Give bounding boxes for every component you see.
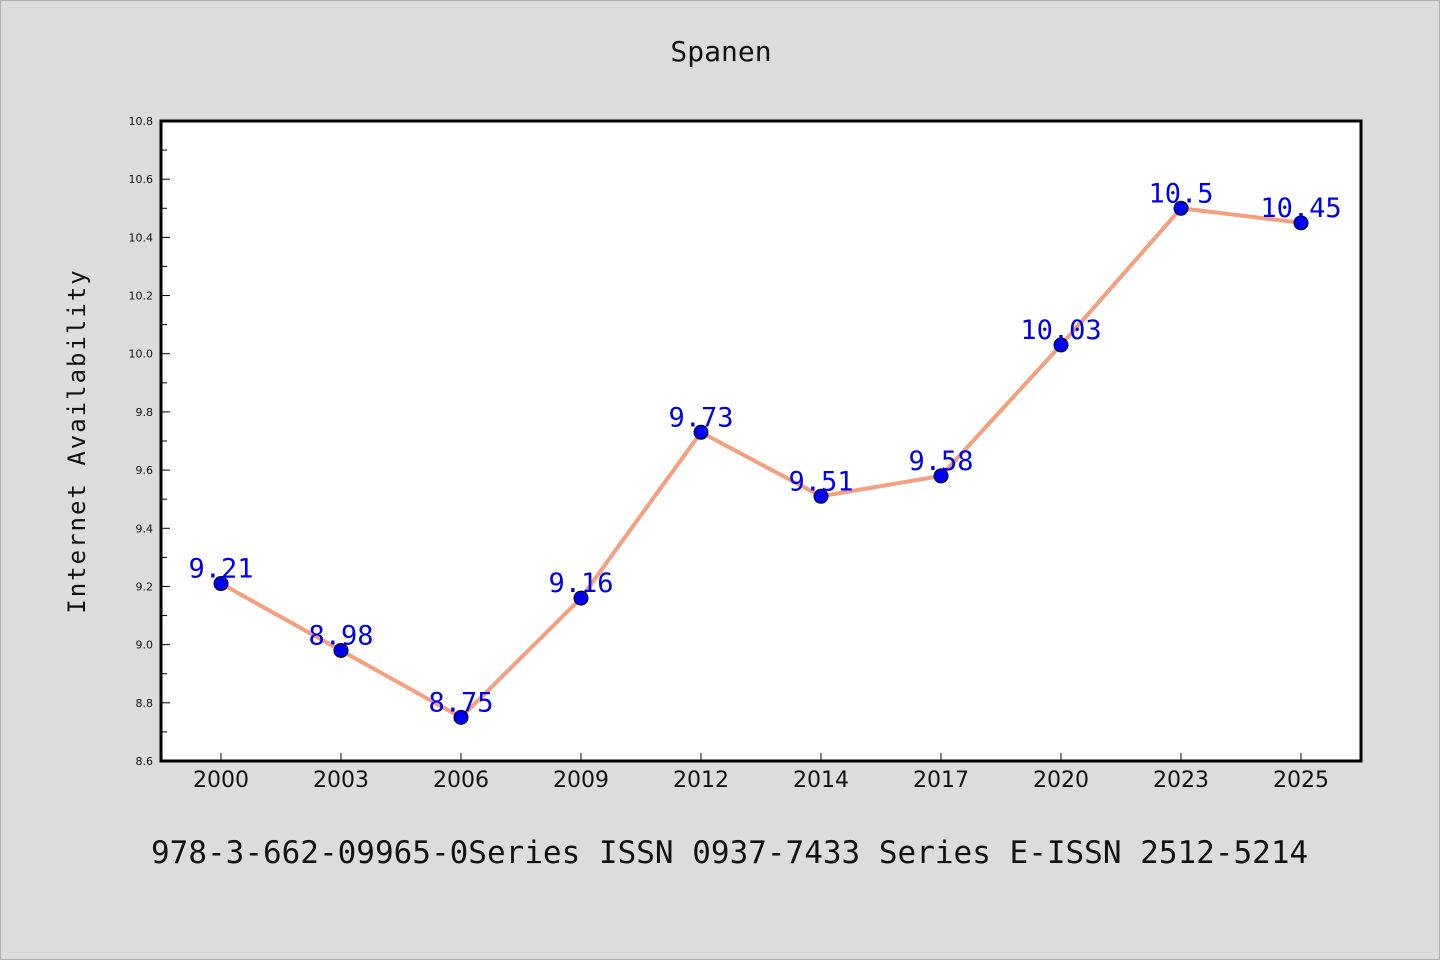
data-point	[573, 590, 589, 606]
y-tick-label: 8.8	[136, 697, 154, 710]
x-tick-label: 2000	[193, 768, 249, 793]
x-tick-label: 2003	[313, 768, 369, 793]
data-label: 9.51	[788, 466, 853, 497]
x-tick-label: 2025	[1273, 768, 1329, 793]
y-tick-label: 9.0	[136, 639, 154, 652]
data-point	[813, 488, 829, 504]
x-tick-label: 2017	[913, 768, 969, 793]
y-tick-label: 10.6	[129, 173, 154, 186]
y-axis-label: Internet Availability	[63, 268, 91, 613]
data-label: 10.45	[1260, 193, 1341, 224]
data-point	[333, 642, 349, 658]
x-tick-label: 2020	[1033, 768, 1089, 793]
data-label: 9.58	[908, 446, 973, 477]
y-tick-label: 9.2	[136, 580, 154, 593]
y-tick-label: 10.8	[129, 115, 154, 128]
data-label: 10.03	[1020, 315, 1101, 346]
data-point	[1293, 215, 1309, 231]
data-label: 8.98	[308, 620, 373, 651]
y-tick-label: 8.6	[136, 755, 154, 768]
y-tick-label: 10.2	[129, 290, 154, 303]
y-tick-label: 10.0	[129, 348, 154, 361]
data-label: 9.21	[188, 554, 253, 585]
data-point	[1053, 337, 1069, 353]
plot-area	[161, 121, 1361, 761]
data-point	[933, 468, 949, 484]
data-point	[453, 709, 469, 725]
x-tick-label: 2009	[553, 768, 609, 793]
data-label: 9.73	[668, 402, 733, 433]
data-label: 9.16	[548, 568, 613, 599]
plot-frame	[159, 119, 1363, 763]
y-tick-label: 10.4	[129, 231, 154, 244]
y-tick-label: 9.8	[136, 406, 154, 419]
x-tick-label: 2014	[793, 768, 849, 793]
data-label: 8.75	[428, 687, 493, 718]
y-tick-label: 9.6	[136, 464, 154, 477]
chart-title: Spanen	[670, 35, 772, 68]
data-point	[1173, 200, 1189, 216]
x-tick-label: 2023	[1153, 768, 1209, 793]
y-tick-label: 9.4	[136, 522, 154, 535]
data-label: 10.5	[1148, 178, 1213, 209]
data-point	[693, 424, 709, 440]
x-tick-label: 2012	[673, 768, 729, 793]
footer-text: 978-3-662-09965-0Series ISSN 0937-7433 S…	[151, 835, 1309, 871]
series-line	[219, 206, 1303, 720]
x-tick-label: 2006	[433, 768, 489, 793]
data-point	[213, 576, 229, 592]
